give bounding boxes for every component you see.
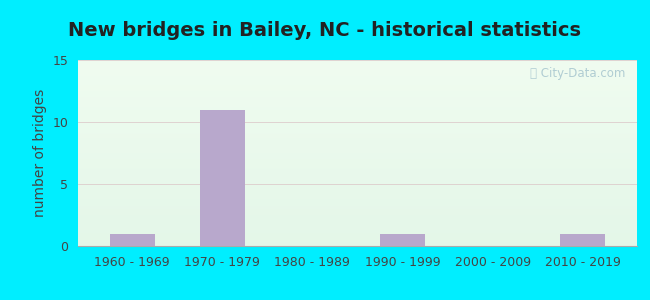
Text: ⓘ City-Data.com: ⓘ City-Data.com: [530, 68, 626, 80]
Bar: [110, 234, 155, 246]
Bar: [380, 234, 425, 246]
Bar: [200, 110, 245, 246]
Y-axis label: number of bridges: number of bridges: [33, 89, 47, 217]
Text: New bridges in Bailey, NC - historical statistics: New bridges in Bailey, NC - historical s…: [68, 21, 582, 40]
Bar: [560, 234, 605, 246]
